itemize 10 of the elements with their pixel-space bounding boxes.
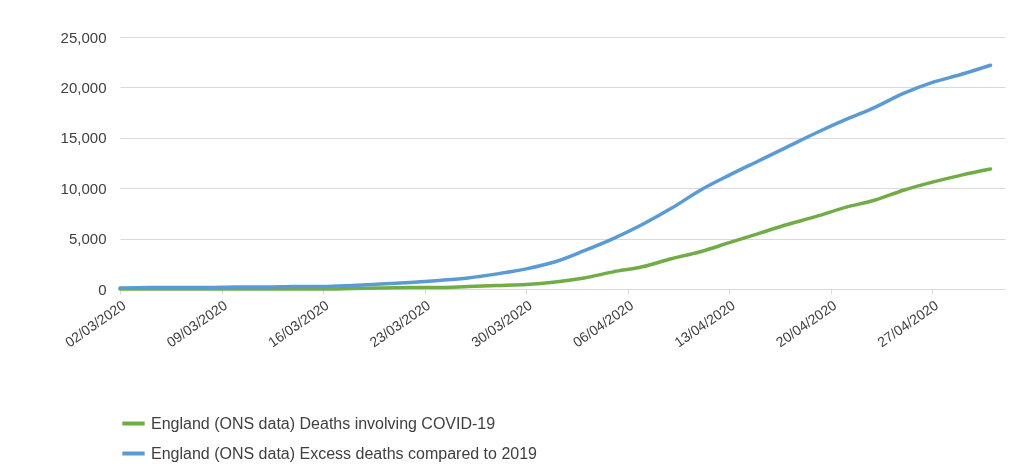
line-series (118, 63, 993, 290)
y-tick-label: 20,000 (60, 78, 107, 96)
legend-label: England (ONS data) Deaths involving COVID-19 (151, 414, 496, 432)
y-tick-label: 25,000 (60, 28, 107, 46)
line-series (118, 167, 993, 291)
y-tick-label: 10,000 (60, 179, 107, 197)
y-tick-label: 15,000 (60, 129, 107, 147)
y-tick-label: 5,000 (68, 230, 107, 248)
y-tick-label: 0 (98, 280, 107, 298)
legend-label: England (ONS data) Excess deaths compared to 2019 (151, 444, 538, 462)
